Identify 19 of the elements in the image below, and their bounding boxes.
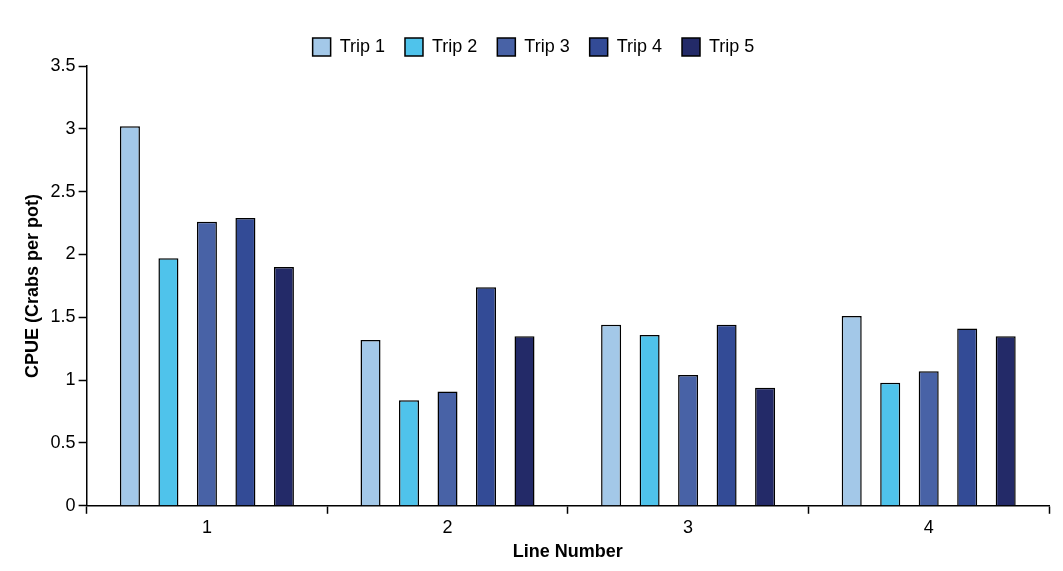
legend-label: Trip 2 <box>431 35 478 56</box>
y-tick-label: 3.5 <box>50 54 76 75</box>
y-tick-label: 2.5 <box>50 180 76 201</box>
y-tick-label: 2 <box>65 243 76 264</box>
y-tick-label: 1 <box>65 369 76 390</box>
x-tick-label: 3 <box>683 516 694 537</box>
y-tick-label: 0 <box>65 494 76 515</box>
x-axis-title: Line Number <box>512 541 623 562</box>
x-tick-label: 1 <box>201 516 212 537</box>
y-tick-label: 1.5 <box>50 306 76 327</box>
x-tick-label: 2 <box>442 516 453 537</box>
legend-label: Trip 3 <box>524 35 570 56</box>
x-tick-label: 4 <box>923 516 934 537</box>
legend-label: Trip 4 <box>616 35 663 56</box>
legend-label: Trip 5 <box>709 35 755 56</box>
y-axis-title: CPUE (Crabs per pot) <box>21 193 42 378</box>
legend-label: Trip 1 <box>339 35 385 56</box>
y-tick-label: 3 <box>65 117 76 138</box>
y-tick-label: 0.5 <box>50 431 76 452</box>
